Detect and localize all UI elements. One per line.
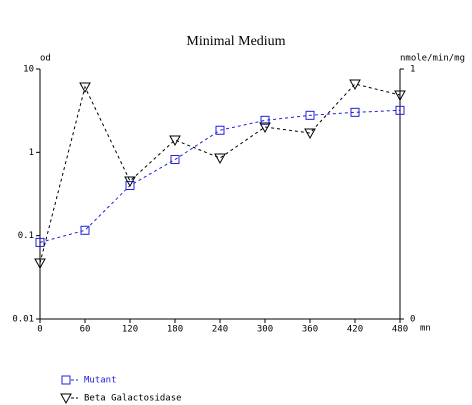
y-tick-label: 0.01	[12, 315, 34, 325]
marker	[259, 122, 271, 134]
marker	[125, 180, 135, 190]
y-axis-label: od	[40, 54, 51, 64]
x-tick-label: 180	[167, 325, 183, 335]
x-tick-label: 420	[347, 325, 363, 335]
marker	[170, 155, 180, 165]
marker	[80, 225, 90, 235]
marker	[79, 82, 91, 94]
series-line	[39, 109, 401, 243]
marker	[304, 128, 316, 140]
y2-axis-label: nmole/min/mg	[400, 54, 465, 64]
y-tick-label: 1	[29, 148, 34, 158]
marker	[394, 90, 406, 102]
x-tick-label: 360	[302, 325, 318, 335]
series-line	[39, 83, 401, 264]
legend-label: Beta Galactosidase	[84, 394, 182, 404]
x-tick-label: 480	[392, 325, 408, 335]
y-tick-label: 10	[23, 65, 34, 75]
legend-marker	[61, 375, 71, 385]
marker	[215, 125, 225, 135]
marker	[349, 79, 361, 91]
marker	[395, 105, 405, 115]
legend-label: Mutant	[84, 376, 117, 386]
x-tick-label: 60	[80, 325, 91, 335]
x-tick-label: 120	[122, 325, 138, 335]
marker	[169, 135, 181, 147]
chart-title: Minimal Medium	[186, 34, 285, 49]
x-tick-label: 0	[37, 325, 42, 335]
marker	[350, 107, 360, 117]
legend-marker	[60, 393, 72, 405]
marker	[124, 176, 136, 188]
marker	[35, 237, 45, 247]
marker	[305, 110, 315, 120]
marker	[214, 153, 226, 165]
y-tick-label: 0.1	[18, 231, 34, 241]
y2-tick-label: 1	[410, 65, 415, 75]
y2-tick-label: 0	[410, 315, 415, 325]
x-axis-label: mn	[420, 324, 431, 334]
x-tick-label: 300	[257, 325, 273, 335]
x-tick-label: 240	[212, 325, 228, 335]
marker	[260, 115, 270, 125]
marker	[34, 258, 46, 270]
